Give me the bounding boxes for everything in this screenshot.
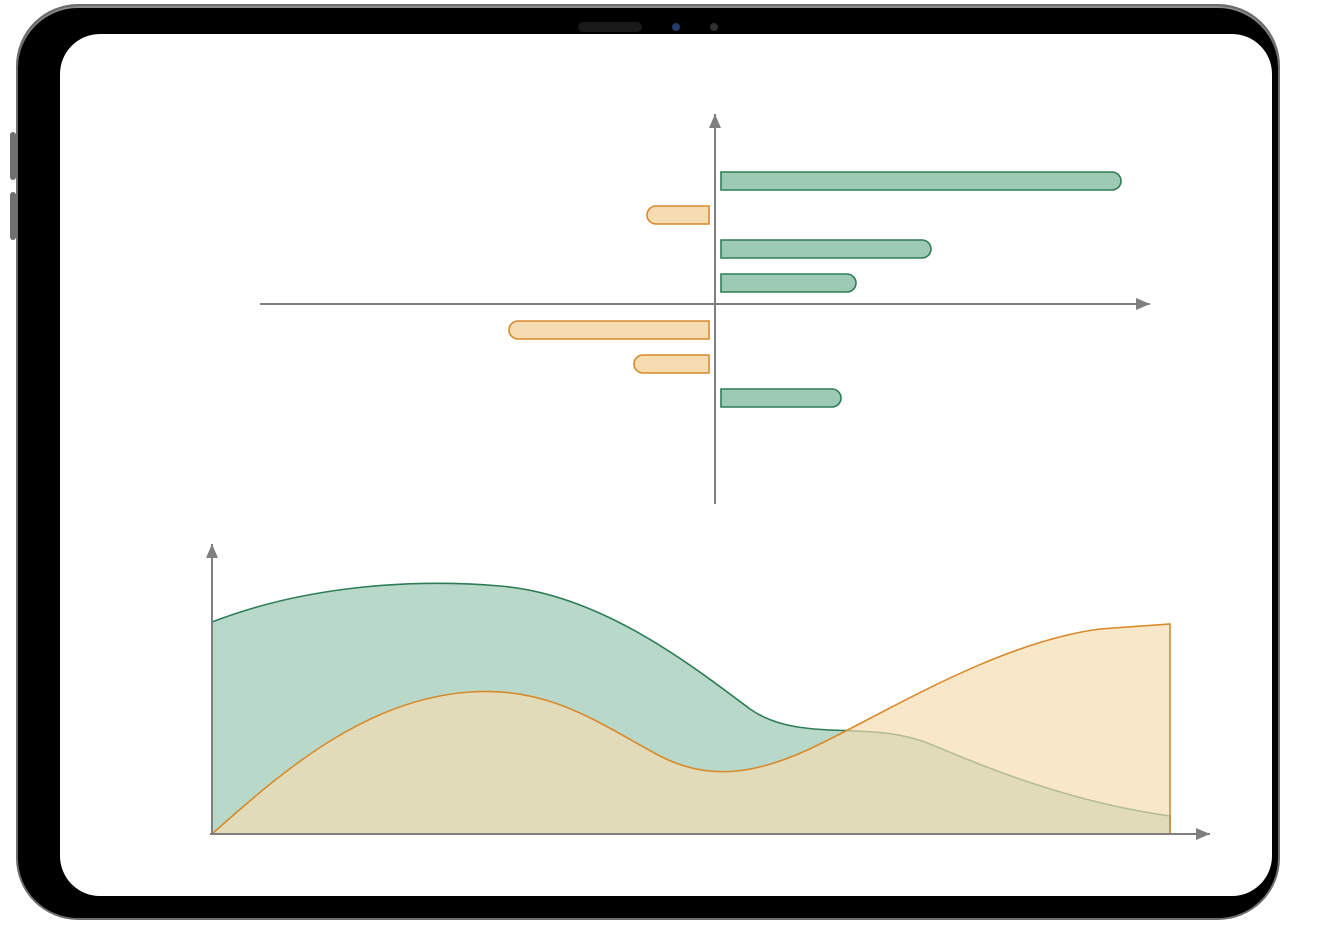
bar-positive	[721, 240, 931, 258]
tablet-side-button	[10, 132, 16, 180]
bar-negative	[634, 355, 709, 373]
speaker-slot	[578, 22, 642, 32]
bar-positive	[721, 172, 1121, 190]
camera-dot	[672, 23, 680, 31]
tablet-side-button	[10, 192, 16, 240]
sensor-dot	[710, 23, 718, 31]
tablet-notch	[578, 22, 718, 32]
bar-positive	[721, 274, 856, 292]
bar-negative	[647, 206, 709, 224]
tablet-frame	[18, 6, 1278, 918]
bar-positive	[721, 389, 841, 407]
diverging-bar-chart	[210, 104, 1160, 524]
bar-negative	[509, 321, 709, 339]
stage	[0, 0, 1320, 940]
area-chart	[170, 524, 1220, 864]
tablet-screen	[60, 34, 1272, 896]
